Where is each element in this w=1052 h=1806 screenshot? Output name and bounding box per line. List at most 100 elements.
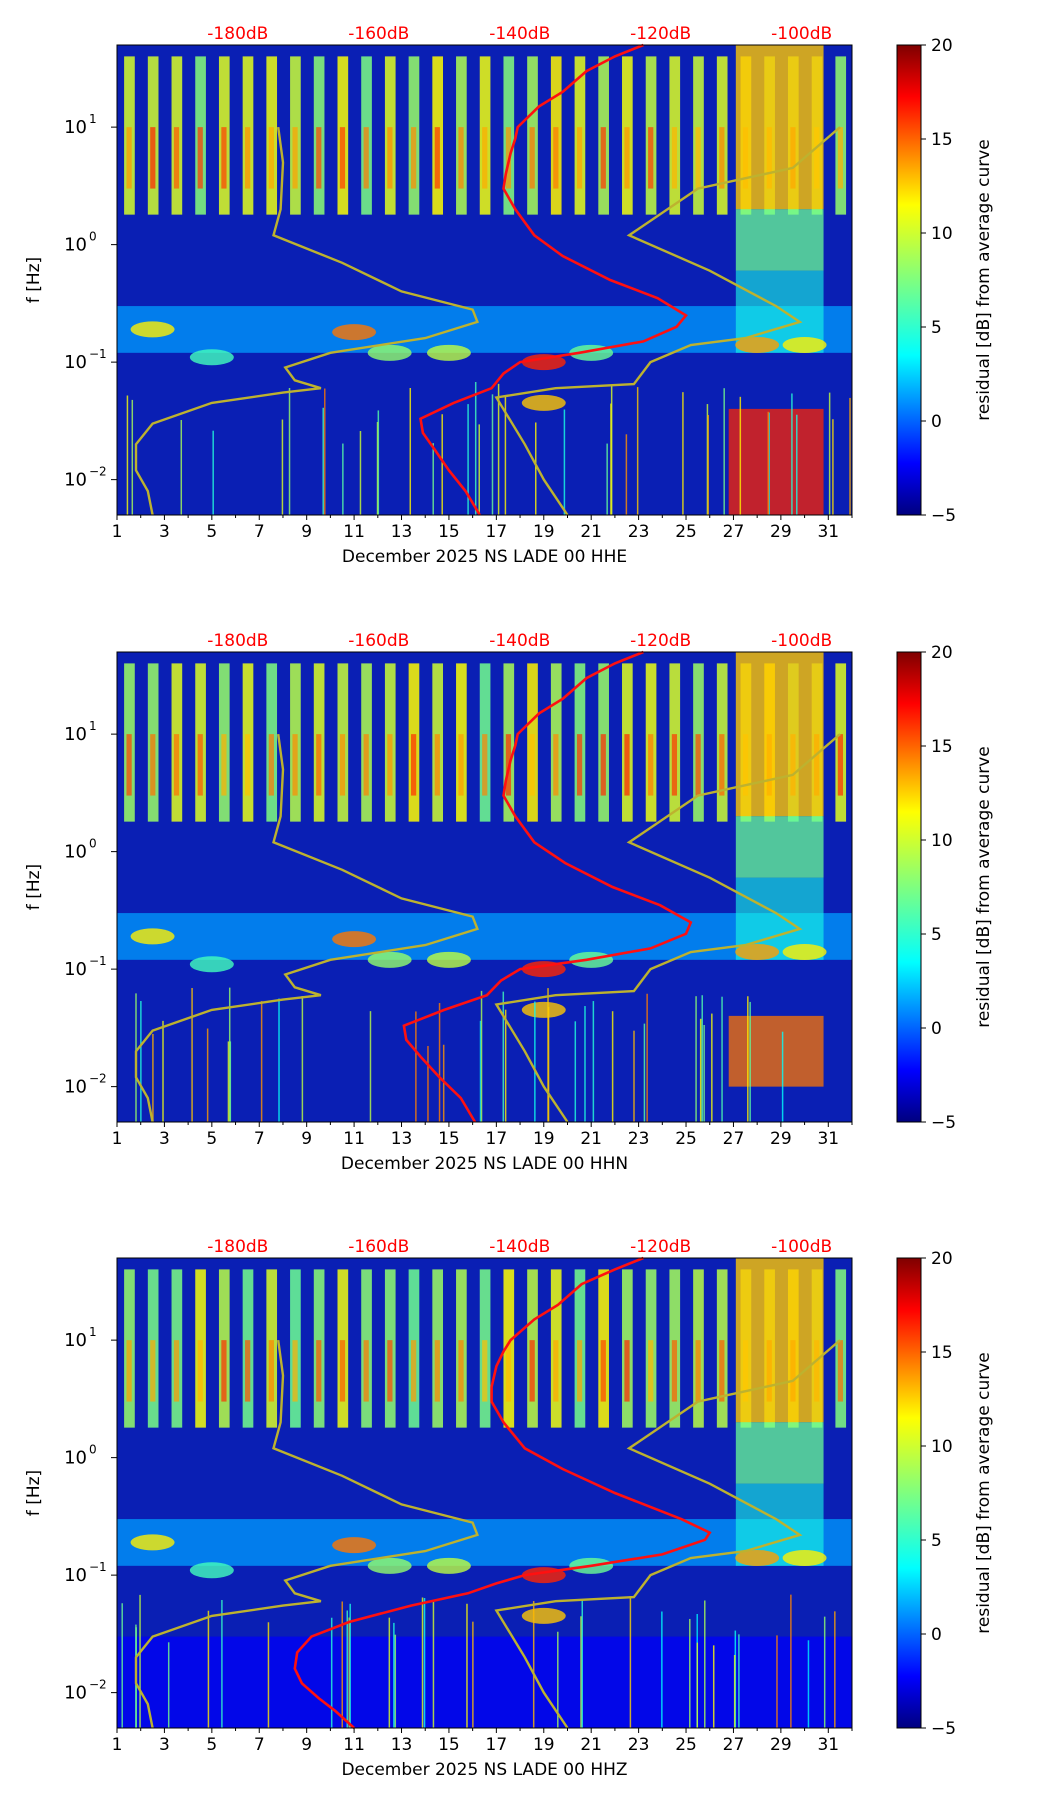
colorbar-tick-label: 15 [931, 737, 953, 757]
daily-band-core [173, 734, 180, 796]
x-tick-label: 25 [675, 1129, 697, 1149]
colorbar [896, 651, 922, 1123]
noise-model-curve-low [134, 126, 479, 516]
colorbar-tick-label: 0 [931, 1019, 942, 1039]
x-tick-label: 21 [580, 1735, 602, 1755]
heatmap-blob [332, 931, 377, 948]
x-tick-label: 15 [438, 1129, 460, 1149]
heatmap-blob [189, 956, 234, 973]
daily-band-core [197, 734, 203, 796]
daily-band-core [458, 734, 464, 796]
y-tick-label: 10 [64, 842, 87, 863]
daily-band-core [482, 1340, 488, 1402]
y-tick-label: 10 [64, 352, 87, 373]
x-tick-label: 29 [770, 1129, 792, 1149]
daily-band-core [671, 734, 678, 796]
colorbar-label: residual [dB] from average curve [974, 1352, 994, 1633]
x-axis-label: December 2025 NS LADE 00 HHZ [341, 1760, 627, 1780]
x-tick-label: 27 [723, 1129, 745, 1149]
x-tick-label: 19 [533, 1735, 555, 1755]
colorbar [896, 1257, 922, 1729]
heatmap-blob [189, 1562, 234, 1579]
db-scale-label: -160dB [348, 24, 409, 44]
y-tick-exponent: 0 [89, 230, 97, 244]
heatmap-blob [367, 951, 412, 968]
x-tick-label: 23 [628, 1129, 650, 1149]
x-tick-label: 17 [486, 522, 508, 542]
colorbar-tick-label: 0 [931, 412, 942, 432]
noise-model-curve-high [494, 733, 841, 1123]
daily-band-core [268, 1340, 274, 1402]
colorbar-tick-label: 0 [931, 1625, 942, 1645]
db-scale-label: -100dB [771, 631, 832, 651]
daily-band-core [197, 1340, 203, 1402]
daily-band-core [268, 734, 274, 796]
daily-band-core [126, 1340, 132, 1402]
plot-frame [116, 44, 853, 516]
daily-band-core [624, 734, 630, 796]
db-scale-label: -140dB [489, 631, 550, 651]
daily-band-core [695, 1340, 701, 1402]
daily-band-core [837, 127, 843, 189]
daily-band-core [482, 734, 488, 796]
x-tick-label: 13 [391, 1129, 413, 1149]
y-tick-exponent: 0 [89, 1443, 97, 1457]
y-tick-label: 10 [64, 1330, 87, 1351]
daily-band-core [245, 1340, 251, 1402]
heatmap-blob [426, 951, 471, 968]
daily-band-core [837, 1340, 843, 1402]
y-tick-exponent: 1 [89, 112, 97, 126]
y-tick-label: 10 [64, 470, 87, 491]
colorbar-tick-label: 20 [931, 36, 953, 56]
heatmap-blob [130, 1534, 175, 1551]
x-tick-label: 1 [112, 1129, 123, 1149]
db-scale-label: -100dB [771, 1237, 832, 1257]
daily-band-core [387, 127, 393, 189]
x-axis-label: December 2025 NS LADE 00 HHE [342, 547, 627, 567]
noise-model-curve-low [134, 733, 479, 1123]
x-tick-label: 7 [254, 1735, 265, 1755]
daily-band-core [434, 734, 440, 796]
heatmap-band-longperiod [728, 1015, 824, 1087]
y-tick-label: 10 [64, 1683, 87, 1704]
x-tick-label: 29 [770, 522, 792, 542]
daily-band-core [316, 127, 322, 189]
heatmap-blob [130, 928, 175, 945]
heatmap-band-microseism [117, 913, 852, 960]
heatmap-band-microseism [117, 1519, 852, 1566]
daily-band-core [529, 734, 535, 796]
daily-band-core [553, 734, 559, 796]
x-tick-label: 13 [391, 522, 413, 542]
db-scale-label: -140dB [489, 1237, 550, 1257]
heatmap-hot-days [735, 652, 824, 817]
x-tick-label: 15 [438, 522, 460, 542]
heatmap-blob [521, 394, 566, 411]
y-axis-label: f [Hz] [24, 864, 44, 910]
y-tick-label: 10 [64, 1077, 87, 1098]
x-tick-label: 3 [159, 1129, 170, 1149]
colorbar-tick-label: 5 [931, 1531, 942, 1551]
daily-band-core [387, 1340, 393, 1402]
heatmap-hot-days-mid [735, 816, 824, 878]
daily-band-core [624, 1340, 630, 1402]
x-tick-label: 31 [817, 1129, 839, 1149]
daily-band-core [600, 1340, 606, 1402]
daily-band-core [505, 1340, 512, 1402]
x-tick-label: 17 [486, 1735, 508, 1755]
heatmap-blob [367, 344, 412, 361]
db-scale-label: -140dB [489, 24, 550, 44]
daily-band-core [292, 734, 298, 796]
daily-band-core [387, 734, 393, 796]
heatmap-blob [735, 336, 780, 353]
heatmap-hot-days [735, 1258, 824, 1423]
daily-band-core [576, 1340, 583, 1402]
daily-band-core [221, 1340, 227, 1402]
daily-band-core [150, 127, 156, 189]
noise-model-curve-low [134, 1339, 479, 1729]
x-tick-label: 23 [628, 1735, 650, 1755]
x-tick-label: 21 [580, 522, 602, 542]
daily-band-core [671, 127, 678, 189]
colorbar-tick-label: 15 [931, 130, 953, 150]
